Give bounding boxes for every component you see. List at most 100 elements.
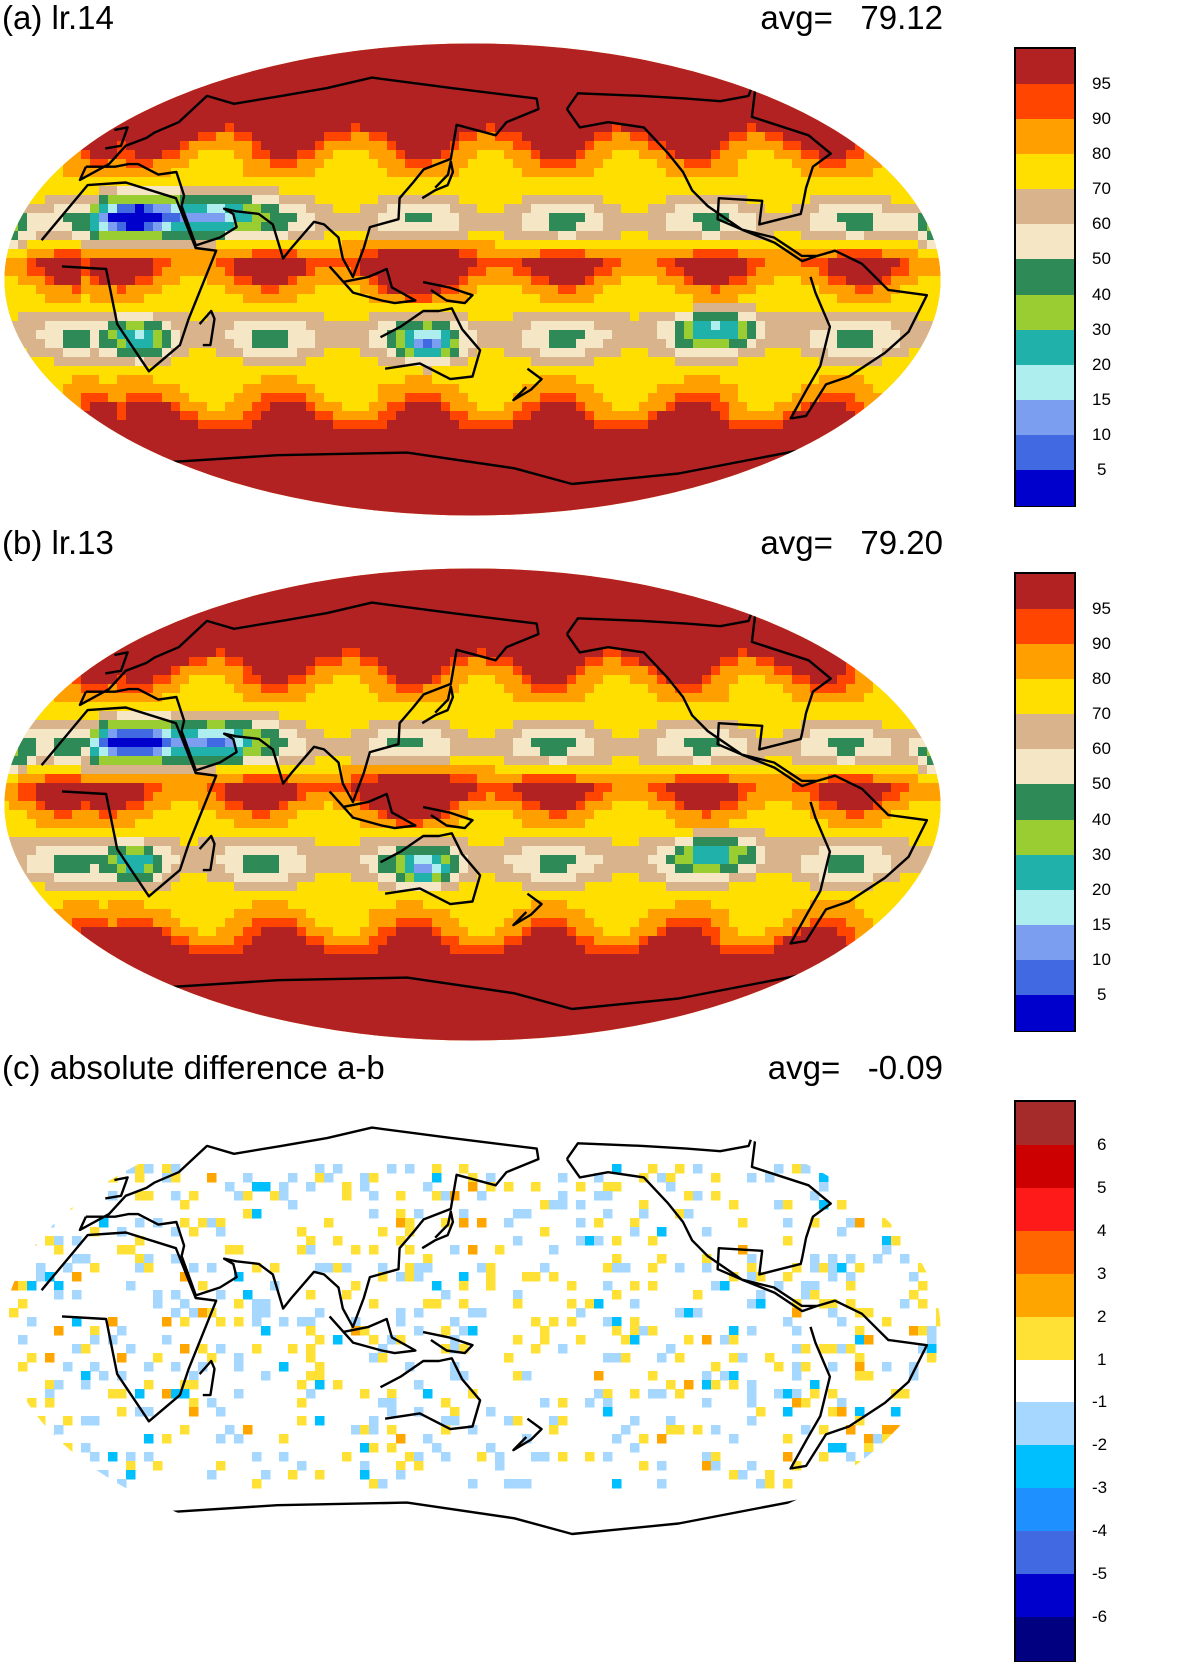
colorbar-swatch bbox=[1016, 119, 1074, 155]
panel-c: (c) absolute difference a-b avg= -0.09 bbox=[0, 1050, 1183, 1570]
coastline-australia bbox=[379, 832, 482, 906]
coastline-samerica bbox=[789, 774, 929, 945]
colorbar-swatch bbox=[1016, 959, 1074, 996]
colorbar-swatch bbox=[1016, 784, 1074, 821]
colorbar-swatch bbox=[1016, 364, 1074, 401]
colorbar-tick-label: 40 bbox=[1092, 284, 1111, 304]
coastline-africa bbox=[40, 706, 218, 898]
colorbar-swatch bbox=[1016, 1187, 1074, 1232]
coastline-uk bbox=[105, 1176, 129, 1200]
colorbar-swatch bbox=[1016, 224, 1074, 261]
field-layer bbox=[4, 1093, 941, 1566]
colorbar-tick-label: 50 bbox=[1092, 774, 1111, 794]
colorbar-tick-label: 60 bbox=[1092, 214, 1111, 234]
colorbar-swatch bbox=[1016, 609, 1074, 645]
world-map bbox=[0, 1092, 945, 1567]
colorbar-tick-label: 10 bbox=[1092, 424, 1111, 444]
colorbar-swatch bbox=[1016, 329, 1074, 366]
colorbar-tick-label: 20 bbox=[1092, 879, 1111, 899]
colorbar-tick-label: 1 bbox=[1097, 1349, 1107, 1369]
colorbar-swatch bbox=[1016, 189, 1074, 225]
coastline-australia bbox=[379, 307, 482, 381]
colorbar-swatch bbox=[1016, 679, 1074, 715]
colorbar-swatch bbox=[1016, 1230, 1074, 1275]
colorbar-swatch bbox=[1016, 924, 1074, 961]
colorbar-swatch bbox=[1016, 889, 1074, 926]
world-map bbox=[0, 42, 945, 517]
colorbar-swatch bbox=[1016, 399, 1074, 436]
colorbar-swatch bbox=[1016, 1531, 1074, 1575]
colorbar-tick-label: 5 bbox=[1097, 459, 1107, 479]
colorbar-swatch bbox=[1016, 434, 1074, 471]
colorbar-tick-label: 2 bbox=[1097, 1306, 1107, 1326]
panel-average: avg= -0.09 bbox=[767, 1049, 943, 1086]
colorbar-tick-label: 90 bbox=[1092, 109, 1111, 129]
coastline-nz bbox=[512, 892, 543, 927]
coastline-png bbox=[422, 805, 474, 830]
panel-title: (b) lr.13 bbox=[2, 524, 114, 561]
panel-a: (a) lr.14 avg= 79.12 bbox=[0, 0, 1183, 520]
colorbar bbox=[1014, 47, 1076, 507]
colorbar-swatch bbox=[1016, 469, 1074, 506]
colorbar-swatch bbox=[1016, 749, 1074, 786]
colorbar-swatch bbox=[1016, 1273, 1074, 1318]
colorbar-tick-label: 6 bbox=[1097, 1134, 1107, 1154]
world-map-svg bbox=[4, 568, 941, 1041]
colorbar-tick-label: 30 bbox=[1092, 844, 1111, 864]
panel-average: avg= 79.12 bbox=[760, 0, 943, 36]
colorbar-tick-label: 5 bbox=[1097, 1177, 1107, 1197]
colorbar-swatch bbox=[1016, 854, 1074, 891]
colorbar-tick-label: 10 bbox=[1092, 949, 1111, 969]
coastline-japan bbox=[421, 160, 455, 200]
colorbar bbox=[1014, 572, 1076, 1032]
world-map-svg bbox=[4, 1093, 941, 1566]
colorbar-swatch bbox=[1016, 84, 1074, 120]
colorbar-swatch bbox=[1016, 1617, 1074, 1661]
coastline-eurasia bbox=[78, 601, 540, 804]
colorbar-swatch bbox=[1016, 574, 1074, 610]
coastline-eurasia bbox=[78, 76, 540, 279]
colorbar-tick-label: -2 bbox=[1092, 1435, 1108, 1455]
colorbar-swatch bbox=[1016, 49, 1074, 85]
colorbar-swatch bbox=[1016, 714, 1074, 750]
coastline-eurasia bbox=[78, 1126, 540, 1329]
colorbar-tick-label: 80 bbox=[1092, 144, 1111, 164]
colorbar-tick-label: 70 bbox=[1092, 179, 1111, 199]
colorbar-swatch bbox=[1016, 1402, 1074, 1446]
world-map-svg bbox=[4, 43, 941, 516]
coastline-nz bbox=[512, 367, 543, 402]
colorbar-tick-label: 20 bbox=[1092, 354, 1111, 374]
coastline-africa bbox=[40, 1231, 218, 1423]
colorbar-swatch bbox=[1016, 154, 1074, 190]
colorbar bbox=[1014, 1100, 1076, 1662]
colorbar-tick-label: 5 bbox=[1097, 984, 1107, 1004]
coastline-uk bbox=[105, 651, 129, 675]
colorbar-tick-label: 60 bbox=[1092, 739, 1111, 759]
coastline-nz bbox=[512, 1417, 543, 1452]
colorbar-tick-label: -4 bbox=[1092, 1521, 1108, 1541]
colorbar-tick-label: 90 bbox=[1092, 634, 1111, 654]
colorbar-swatch bbox=[1016, 294, 1074, 331]
colorbar-tick-label: -6 bbox=[1092, 1607, 1108, 1627]
colorbar-tick-label: -5 bbox=[1092, 1564, 1108, 1584]
colorbar-tick-label: 80 bbox=[1092, 669, 1111, 689]
colorbar-swatch bbox=[1016, 819, 1074, 856]
colorbar-tick-label: 70 bbox=[1092, 704, 1111, 724]
coastline-madagascar bbox=[198, 1359, 216, 1397]
colorbar-swatch bbox=[1016, 1102, 1074, 1146]
world-map bbox=[0, 567, 945, 1042]
coastline-africa bbox=[40, 181, 218, 373]
colorbar-tick-label: -3 bbox=[1092, 1478, 1108, 1498]
colorbar-tick-label: -1 bbox=[1092, 1392, 1108, 1412]
coastline-uk bbox=[105, 126, 129, 150]
colorbar-tick-label: 3 bbox=[1097, 1263, 1107, 1283]
colorbar-swatch bbox=[1016, 644, 1074, 680]
colorbar-tick-label: 30 bbox=[1092, 319, 1111, 339]
colorbar-tick-label: 50 bbox=[1092, 249, 1111, 269]
panel-title: (a) lr.14 bbox=[2, 0, 114, 36]
coastline-indonesia bbox=[328, 1315, 417, 1355]
coastline-japan bbox=[421, 685, 455, 725]
coastline-madagascar bbox=[198, 834, 216, 872]
panel-average: avg= 79.20 bbox=[760, 524, 943, 561]
field-layer bbox=[4, 568, 941, 1041]
